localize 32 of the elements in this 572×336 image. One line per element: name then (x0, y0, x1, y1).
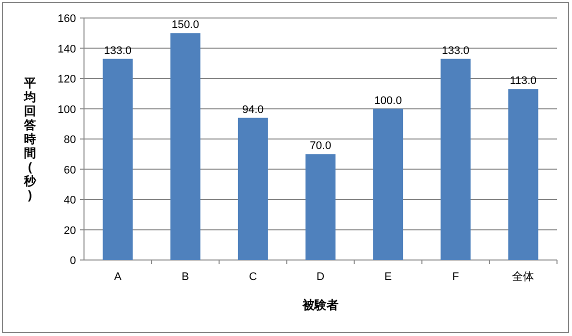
y-tick-label: 100 (58, 104, 76, 116)
bar (508, 89, 538, 260)
data-label: 113.0 (510, 75, 537, 88)
x-tick-label: A (114, 271, 122, 283)
bar (170, 33, 200, 260)
y-tick-label: 160 (58, 13, 76, 25)
y-tick-label: 120 (58, 74, 76, 86)
y-tick-label: 140 (58, 43, 76, 56)
x-axis-title: 被験者 (302, 298, 338, 312)
x-tick-label: E (384, 271, 392, 283)
bar (102, 58, 133, 260)
bar (373, 108, 404, 260)
data-label: 133.0 (104, 44, 132, 57)
x-tick-label: D (316, 271, 325, 283)
bar (440, 58, 471, 260)
data-label: 150.0 (172, 19, 200, 32)
y-tick-label: 80 (64, 134, 76, 146)
bar (238, 118, 268, 260)
data-label: 133.0 (442, 44, 470, 57)
y-tick-label: 20 (64, 224, 76, 237)
y-tick-label: 60 (64, 164, 76, 176)
data-label: 70.0 (310, 140, 332, 152)
y-tick-label: 40 (64, 194, 76, 206)
x-tick-label: B (182, 271, 190, 283)
data-label: 94.0 (242, 104, 264, 116)
bar (306, 154, 336, 260)
text: 平均回答時間(秒) (24, 76, 36, 202)
y-tick-label: 0 (70, 255, 76, 267)
x-tick-label: 全体 (512, 271, 534, 283)
x-tick-label: C (248, 271, 257, 283)
data-label: 100.0 (374, 94, 402, 107)
x-tick-label: F (452, 271, 460, 283)
